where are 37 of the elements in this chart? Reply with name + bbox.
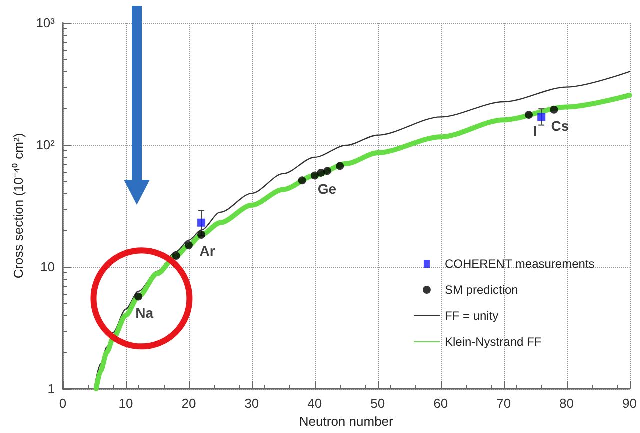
y-axis-title: Cross section (10⁻⁴⁰ cm²) (11, 133, 26, 279)
point (310, 172, 319, 180)
x-axis-title: Neutron number (299, 414, 394, 429)
legend-label: Klein-Nystrand FF (444, 335, 542, 349)
x-tick-label: 40 (308, 396, 322, 411)
y-tick-label: 10² (36, 138, 56, 152)
legend-label: FF = unity (444, 309, 499, 323)
point (184, 242, 193, 250)
point (550, 106, 558, 114)
legend-label: COHERENT measurements (444, 257, 595, 271)
x-tick-label: 50 (370, 396, 386, 411)
point (317, 168, 326, 177)
x-tick-label: 20 (182, 396, 196, 411)
point (538, 113, 546, 122)
x-tick-label: 10 (118, 396, 134, 411)
point (525, 111, 534, 120)
point (336, 162, 344, 170)
y-tick-label: 1 (48, 382, 55, 396)
point (134, 292, 143, 301)
point (324, 167, 332, 176)
x-tick-label: 90 (622, 396, 638, 411)
x-tick-label: 60 (434, 396, 448, 411)
y-tick-label: 10³ (36, 16, 56, 30)
x-tick-label: 70 (496, 396, 512, 411)
annotation: Ar (200, 242, 216, 259)
x-tick-label: 80 (560, 396, 574, 411)
x-tick-label: 0 (59, 396, 67, 411)
legend-label: SM prediction (444, 283, 518, 297)
annotation: I (533, 123, 537, 140)
y-tick-label: 10 (40, 260, 55, 274)
x-tick-label: 30 (244, 396, 260, 411)
annotation: Ge (318, 180, 337, 197)
annotation: Cs (551, 118, 570, 134)
point (298, 176, 306, 185)
annotation: Na (136, 304, 154, 321)
point (172, 252, 180, 260)
point (198, 218, 206, 227)
